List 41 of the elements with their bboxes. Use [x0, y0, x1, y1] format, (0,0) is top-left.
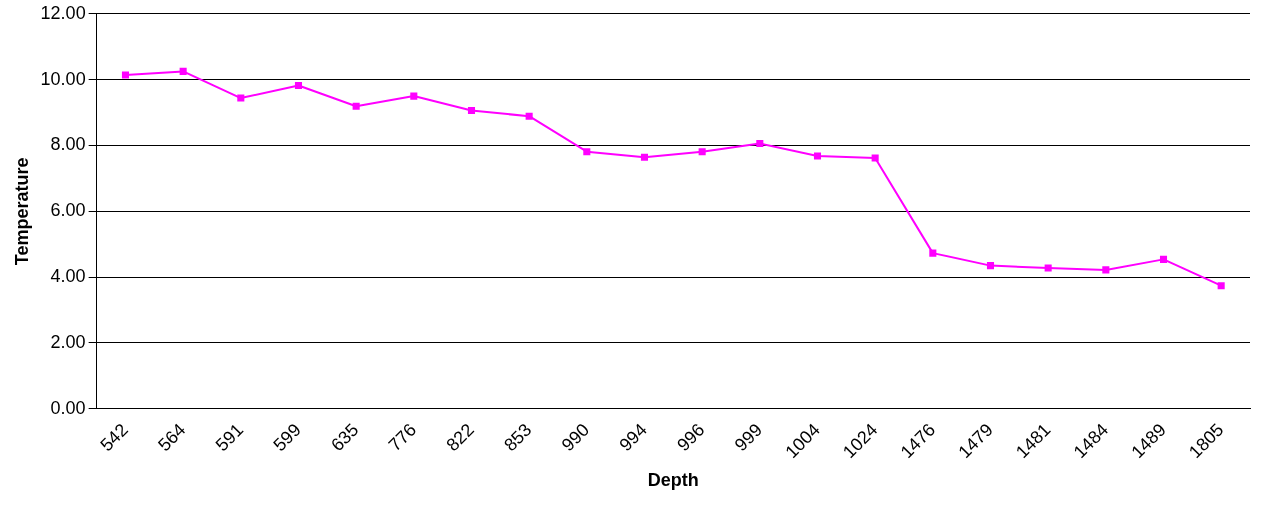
point	[1159, 255, 1168, 263]
y-tick-label: 2.00	[50, 331, 86, 352]
point	[986, 262, 995, 270]
point	[1044, 264, 1052, 272]
x-tick-label: 591	[211, 419, 248, 456]
y-tick-label: 6.00	[50, 200, 86, 221]
point	[352, 102, 360, 110]
y-axis-title: Temperature	[11, 157, 32, 266]
y-tick-label: 8.00	[50, 134, 86, 155]
x-tick-label: 999	[730, 419, 767, 456]
point	[179, 67, 187, 75]
point	[121, 71, 130, 79]
point	[698, 148, 706, 156]
point	[467, 107, 476, 115]
point	[813, 152, 822, 160]
y-tick-label: 4.00	[50, 266, 86, 287]
x-tick-label: 822	[442, 419, 478, 456]
y-tick-label: 0.00	[50, 397, 86, 418]
point	[294, 82, 303, 90]
x-tick-label: 776	[384, 419, 421, 456]
x-tick-label: 542	[96, 419, 132, 456]
x-tick-label: 996	[673, 419, 709, 456]
y-tick-label: 12.00	[40, 2, 86, 23]
point	[410, 92, 418, 100]
x-tick-label: 994	[615, 419, 651, 456]
x-axis-title: Depth	[647, 470, 699, 491]
point	[237, 94, 245, 102]
point	[1102, 266, 1110, 274]
point	[640, 153, 649, 161]
point	[583, 148, 591, 156]
x-tick-label: 990	[557, 419, 594, 456]
y-tick-label: 10.00	[40, 68, 86, 89]
point	[871, 154, 879, 162]
point	[1217, 282, 1225, 290]
point	[929, 249, 937, 257]
x-tick-label: 853	[500, 419, 536, 456]
point	[756, 139, 764, 148]
x-tick-label: 635	[327, 419, 363, 456]
point	[525, 112, 533, 120]
x-tick-label: 564	[154, 419, 190, 456]
x-tick-label: 599	[269, 419, 305, 456]
